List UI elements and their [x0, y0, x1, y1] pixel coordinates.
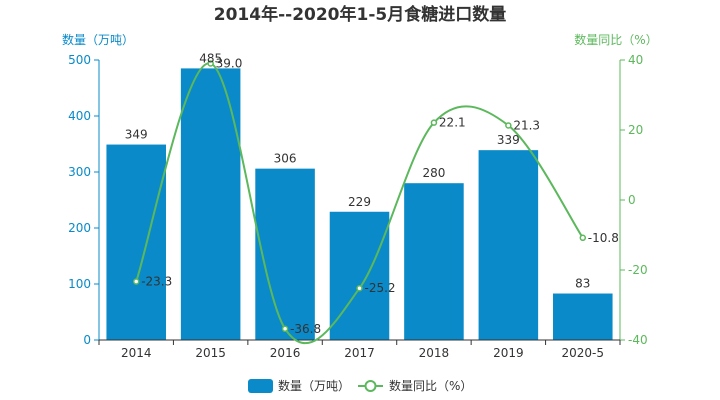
legend-bar-label[interactable]: 数量（万吨）: [278, 378, 350, 393]
bar-value-label: 349: [125, 128, 148, 142]
yoy-point-2016[interactable]: [281, 325, 289, 333]
yoy-value-label: 21.3: [513, 118, 540, 132]
bar-value-label: 83: [575, 277, 590, 291]
right-tick-label: 20: [628, 123, 643, 137]
yoy-point-2019[interactable]: [505, 122, 512, 129]
legend-line-marker[interactable]: [364, 380, 377, 392]
right-tick-label: 0: [628, 193, 636, 207]
yoy-point-2020-5[interactable]: [579, 234, 587, 242]
axes: 0 100 200 300 400 500 -40 -20 0 20 40 2014 2015 2016 2…: [68, 53, 648, 360]
legend-line-label[interactable]: 数量同比（%）: [389, 378, 472, 393]
x-tick-label: 2016: [270, 346, 301, 360]
yoy-point-2017[interactable]: [356, 284, 363, 292]
bar-2019[interactable]: [478, 150, 539, 340]
left-tick-label: 500: [68, 53, 91, 67]
right-tick-label: -40: [628, 333, 648, 347]
x-tick-label: 2015: [195, 346, 226, 360]
x-tick-label: 2019: [493, 346, 524, 360]
bar-value-label: 339: [497, 133, 520, 147]
bar-value-label: 229: [348, 195, 371, 209]
left-tick-label: 100: [68, 277, 91, 291]
bar-2015[interactable]: [180, 68, 241, 341]
chart-title: 2014年--2020年1-5月食糖进口数量: [214, 4, 506, 25]
x-tick-label: 2020-5: [562, 346, 605, 360]
yoy-value-label: -10.8: [588, 231, 619, 245]
right-axis-title: 数量同比（%）: [574, 32, 657, 47]
right-tick-label: 40: [628, 53, 643, 67]
legend-bar-swatch[interactable]: [248, 379, 273, 393]
bar-value-label: 280: [422, 166, 445, 180]
yoy-value-label: -25.2: [365, 281, 396, 295]
yoy-value-label: 22.1: [439, 116, 466, 130]
yoy-line[interactable]: [135, 62, 584, 345]
yoy-point-2018[interactable]: [430, 119, 438, 126]
bar-2020-5[interactable]: [553, 293, 613, 340]
yoy-point-2015[interactable]: [207, 60, 214, 67]
yoy-value-label: -36.8: [290, 322, 321, 336]
legend[interactable]: 数量（万吨） 数量同比（%）: [248, 378, 472, 393]
data-labels: 349 485 306 229 280 339 83 -23.3 39.0 -36.8 -25.2 2…: [125, 51, 619, 335]
bar-2017[interactable]: [329, 211, 390, 340]
x-tick-label: 2017: [344, 346, 375, 360]
left-axis-title: 数量（万吨）: [62, 32, 134, 47]
line-series: [132, 60, 587, 345]
left-tick-label: 300: [68, 165, 91, 179]
bar-value-label: 485: [199, 51, 222, 65]
bar-2018[interactable]: [404, 183, 464, 340]
left-tick-label: 200: [68, 221, 91, 235]
bar-value-label: 306: [274, 152, 297, 166]
left-tick-label: 400: [68, 109, 91, 123]
yoy-value-label: 39.0: [216, 57, 243, 71]
x-tick-label: 2014: [121, 346, 152, 360]
x-tick-label: 2018: [419, 346, 450, 360]
yoy-value-label: -23.3: [141, 275, 172, 289]
bar-2016[interactable]: [255, 168, 315, 340]
right-tick-label: -20: [628, 263, 648, 277]
bar-2014[interactable]: [106, 144, 166, 340]
yoy-point-2014[interactable]: [132, 278, 140, 285]
bar-series: [106, 68, 613, 341]
left-tick-label: 0: [83, 333, 91, 347]
